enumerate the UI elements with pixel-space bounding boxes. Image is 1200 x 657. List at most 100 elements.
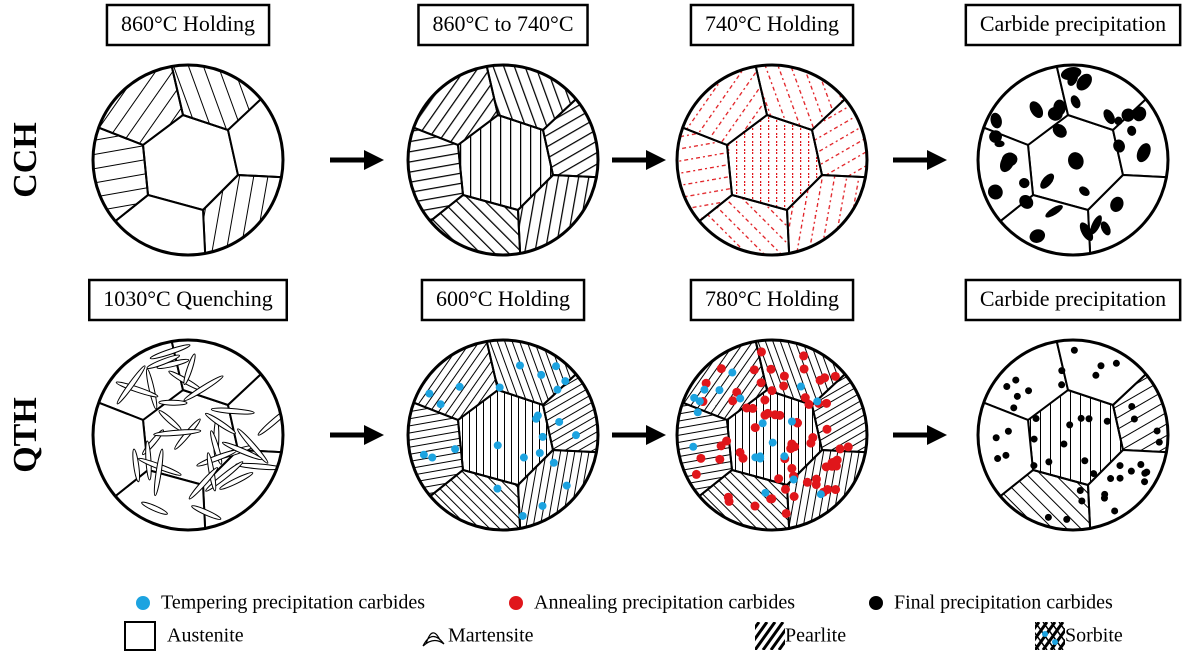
martensite-lath xyxy=(221,441,263,461)
legend-marker xyxy=(136,596,150,610)
carbide xyxy=(1070,95,1081,109)
carbide xyxy=(1143,468,1151,476)
carbide xyxy=(724,496,734,506)
martensite-lath xyxy=(219,472,254,490)
carbide xyxy=(1137,460,1145,468)
carbide xyxy=(1067,71,1079,86)
carbide xyxy=(495,383,504,392)
specimen-outline xyxy=(91,338,285,532)
carbide xyxy=(1058,381,1066,389)
carbide xyxy=(690,393,699,402)
legend-icon xyxy=(124,621,156,651)
carbide xyxy=(519,453,528,462)
carbide xyxy=(1070,346,1078,354)
carbide xyxy=(1141,478,1149,486)
microstructure xyxy=(978,65,1168,255)
carbide xyxy=(766,364,776,374)
carbide xyxy=(987,184,1003,200)
carbide xyxy=(1110,196,1124,212)
carbide xyxy=(804,399,814,409)
carbide xyxy=(552,362,561,371)
carbide xyxy=(728,396,738,406)
legend-icon xyxy=(755,622,785,650)
carbide xyxy=(715,454,725,464)
carbide xyxy=(1121,108,1135,122)
specimen-outline xyxy=(406,63,600,257)
carbide xyxy=(538,501,547,510)
carbide xyxy=(1085,415,1093,423)
step-label: 600°C Holding xyxy=(436,286,570,311)
carbide xyxy=(756,378,766,388)
martensite-lath xyxy=(141,501,168,515)
carbide xyxy=(800,393,810,403)
specimen-outline xyxy=(406,338,600,532)
carbide xyxy=(518,511,527,520)
step-box xyxy=(689,278,855,322)
carbide xyxy=(728,368,737,377)
carbide xyxy=(1079,222,1094,242)
carbide xyxy=(1019,177,1030,189)
martensite-lath xyxy=(156,358,190,369)
carbide xyxy=(1100,494,1108,502)
martensite-lath xyxy=(188,467,219,500)
carbide xyxy=(436,400,445,409)
carbide xyxy=(802,477,812,487)
carbide xyxy=(1153,427,1161,435)
carbide xyxy=(428,453,437,462)
martensite-lath xyxy=(191,505,222,520)
martensite-lath xyxy=(183,375,224,402)
specimen-outline xyxy=(675,338,869,532)
carbide xyxy=(843,442,853,452)
carbide xyxy=(1058,367,1066,375)
carbide xyxy=(1002,451,1010,459)
carbide xyxy=(1076,486,1084,494)
martensite-lath xyxy=(153,429,202,437)
carbide xyxy=(779,371,789,381)
step-label: 740°C Holding xyxy=(705,11,839,36)
carbide xyxy=(1025,387,1033,395)
legend-label: Annealing precipitation carbides xyxy=(534,592,795,614)
carbide xyxy=(1003,383,1011,391)
carbide xyxy=(1045,458,1053,466)
carbide xyxy=(787,417,796,426)
microstructure xyxy=(93,65,283,255)
carbide xyxy=(1019,195,1034,209)
carbide xyxy=(515,361,524,370)
carbide xyxy=(1136,143,1151,163)
carbide xyxy=(553,385,562,394)
carbide xyxy=(830,457,840,467)
step-label: 860°C to 740°C xyxy=(432,11,573,36)
carbide xyxy=(555,417,564,426)
legend-label: Martensite xyxy=(448,625,534,647)
step-label: Carbide precipitation xyxy=(980,286,1166,311)
carbide xyxy=(1116,462,1124,470)
carbide xyxy=(549,458,558,467)
carbide xyxy=(749,365,759,375)
carbide xyxy=(1103,109,1116,125)
microstructure xyxy=(677,65,867,255)
microstructure xyxy=(408,340,598,530)
carbide xyxy=(750,501,760,511)
legend-label: Austenite xyxy=(167,625,244,647)
carbide xyxy=(1013,392,1021,400)
specimen-outline xyxy=(675,63,869,257)
carbide xyxy=(994,140,1005,148)
carbide xyxy=(831,485,841,495)
carbide xyxy=(1040,173,1055,189)
carbide xyxy=(799,351,809,361)
carbide xyxy=(1052,124,1067,138)
microstructure xyxy=(978,340,1168,530)
carbide xyxy=(1076,73,1092,91)
carbide xyxy=(451,445,460,454)
carbide xyxy=(1079,186,1090,197)
martensite-lath xyxy=(183,353,196,386)
carbide xyxy=(822,424,832,434)
martensite-lath xyxy=(210,407,255,415)
carbide xyxy=(1111,507,1119,515)
carbide xyxy=(1066,421,1074,429)
carbide xyxy=(756,347,766,357)
carbide xyxy=(1010,404,1018,412)
carbide xyxy=(1068,152,1084,170)
carbide xyxy=(701,378,711,388)
carbide xyxy=(799,364,809,374)
